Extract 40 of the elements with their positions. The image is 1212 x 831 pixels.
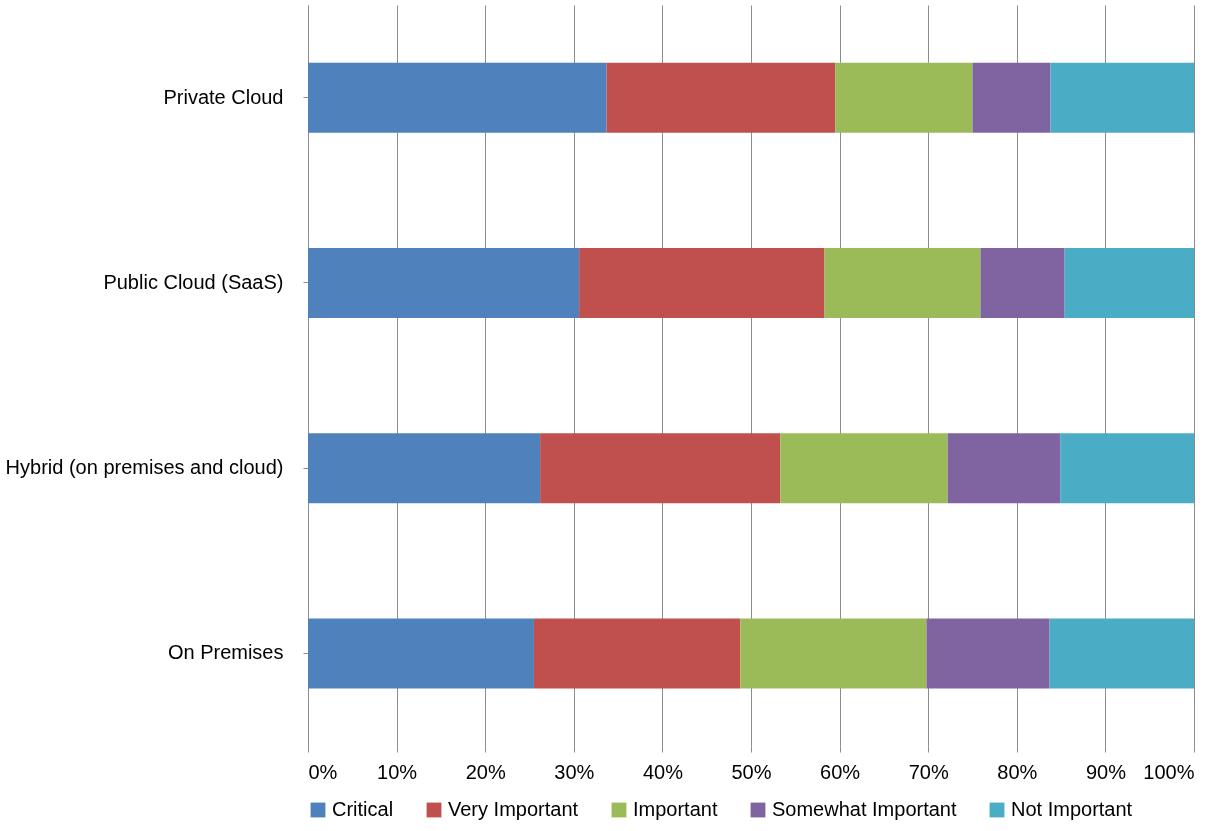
legend-label: Very Important xyxy=(448,798,579,820)
bar xyxy=(308,433,541,504)
bar xyxy=(926,618,1050,689)
bar xyxy=(947,433,1061,504)
bar xyxy=(1050,62,1194,133)
y-tick-label: Private Cloud xyxy=(163,85,284,108)
x-tick-label: 30% xyxy=(554,760,595,783)
bar xyxy=(533,618,741,689)
x-tick-label: 40% xyxy=(642,760,684,783)
bar xyxy=(579,247,825,318)
y-tick-label: Public Cloud (SaaS) xyxy=(103,270,284,293)
bar xyxy=(308,618,534,689)
bar xyxy=(1049,618,1194,689)
bar xyxy=(1064,247,1194,318)
x-tick-label: 80% xyxy=(997,760,1038,783)
x-tick-label: 60% xyxy=(820,760,861,783)
x-tick-label: 90% xyxy=(1085,760,1127,783)
bar xyxy=(740,618,927,689)
bar xyxy=(606,62,836,133)
legend-label: Somewhat Important xyxy=(772,798,957,820)
bar xyxy=(780,433,948,504)
x-tick-label: 20% xyxy=(465,760,506,783)
bar xyxy=(540,433,781,504)
bar xyxy=(972,62,1051,133)
y-tick-label: Hybrid (on premises and cloud) xyxy=(5,456,284,479)
bar xyxy=(980,247,1065,318)
legend-label: Not Important xyxy=(1011,798,1133,820)
bar xyxy=(824,247,981,318)
bar xyxy=(308,62,607,133)
bar xyxy=(308,247,580,318)
x-tick-label: 0% xyxy=(308,760,338,783)
bar xyxy=(835,62,973,133)
x-tick-label: 50% xyxy=(731,760,772,783)
x-tick-label: 70% xyxy=(908,760,949,783)
legend-label: Important xyxy=(633,798,718,820)
x-tick-label: 10% xyxy=(377,760,418,783)
y-tick-label: On Premises xyxy=(167,641,284,664)
x-tick-label: 100% xyxy=(1143,760,1195,783)
bar xyxy=(1060,433,1194,504)
legend-label: Critical xyxy=(332,798,394,820)
